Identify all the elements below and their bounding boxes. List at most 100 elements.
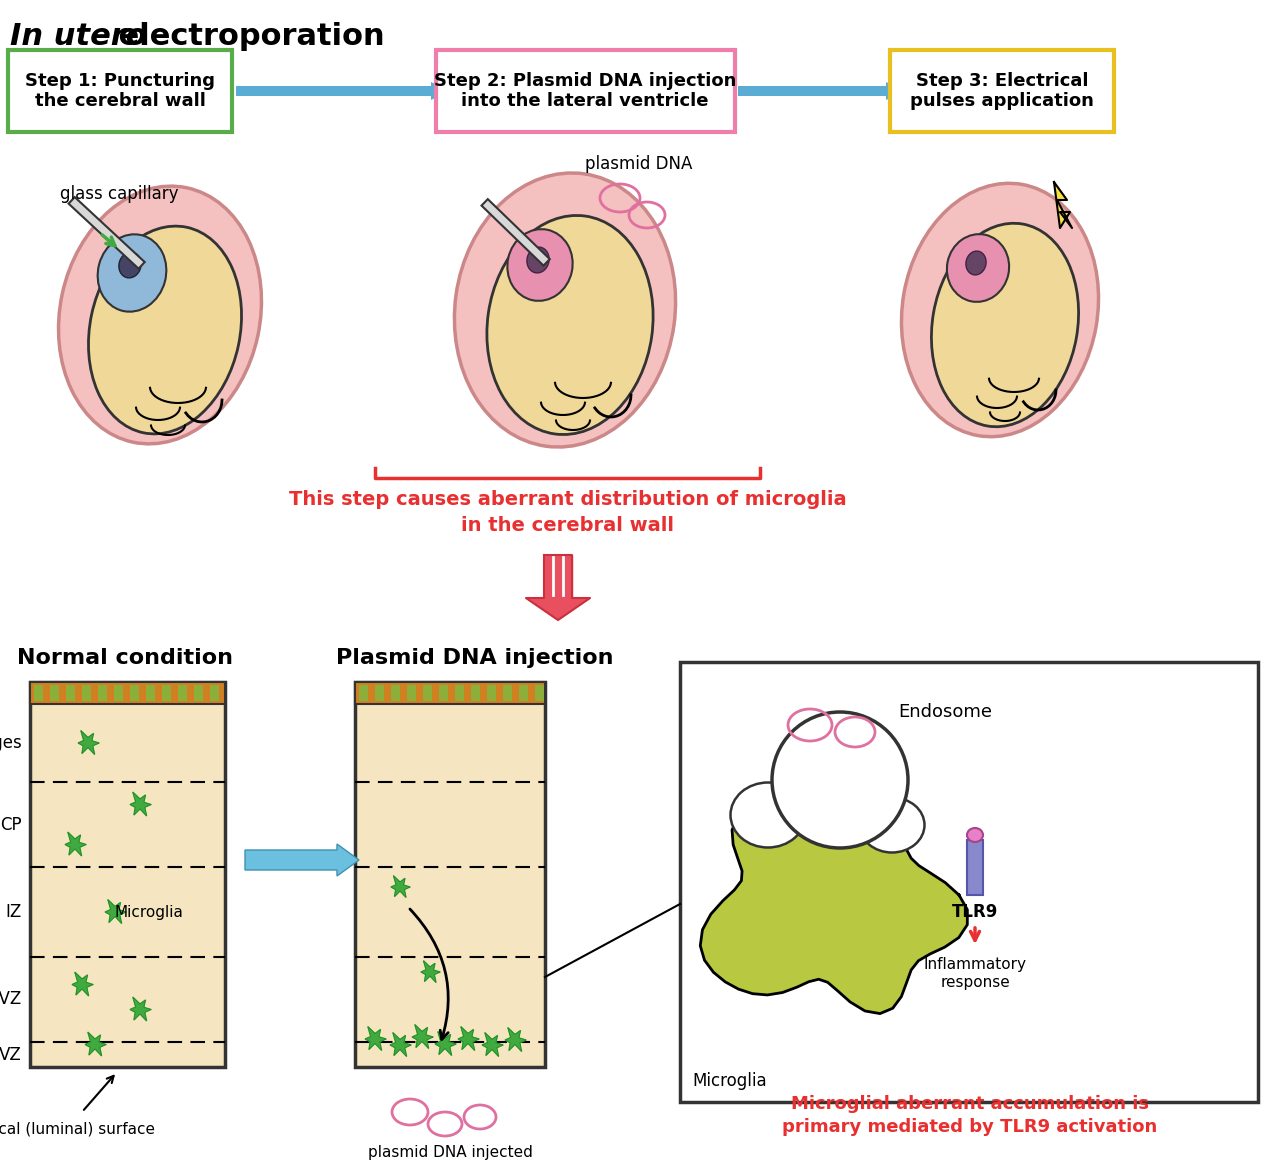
Text: VZ: VZ <box>0 1046 22 1063</box>
Text: in the cerebral wall: in the cerebral wall <box>461 515 675 535</box>
Text: Microglia: Microglia <box>692 1072 767 1090</box>
Text: SVZ: SVZ <box>0 990 22 1009</box>
Bar <box>35 685 44 701</box>
Bar <box>358 685 369 701</box>
Bar <box>67 685 76 701</box>
Bar <box>29 682 225 704</box>
Text: electroporation: electroporation <box>108 22 384 51</box>
FancyArrow shape <box>739 82 904 100</box>
Ellipse shape <box>486 216 653 434</box>
Bar <box>454 685 465 701</box>
Circle shape <box>772 712 908 848</box>
Bar <box>210 685 219 701</box>
Ellipse shape <box>731 783 805 848</box>
Ellipse shape <box>59 186 261 444</box>
Text: plasmid DNA: plasmid DNA <box>585 156 692 173</box>
Text: Endosome: Endosome <box>899 704 992 721</box>
Bar <box>355 682 545 1067</box>
Polygon shape <box>131 997 151 1021</box>
Ellipse shape <box>966 251 986 275</box>
Text: Step 3: Electrical
pulses application: Step 3: Electrical pulses application <box>910 72 1094 110</box>
Bar <box>99 685 108 701</box>
Ellipse shape <box>859 798 924 852</box>
Polygon shape <box>1053 182 1073 228</box>
Bar <box>966 841 983 895</box>
Text: primary mediated by TLR9 activation: primary mediated by TLR9 activation <box>782 1118 1157 1135</box>
Bar <box>355 682 545 704</box>
Polygon shape <box>72 972 93 996</box>
Ellipse shape <box>454 173 676 447</box>
Bar <box>131 685 140 701</box>
Polygon shape <box>65 832 86 856</box>
Bar <box>114 685 123 701</box>
Ellipse shape <box>947 235 1009 302</box>
Polygon shape <box>105 900 125 923</box>
Polygon shape <box>421 961 440 982</box>
Bar <box>69 197 145 268</box>
Polygon shape <box>526 598 590 620</box>
Polygon shape <box>365 1026 387 1051</box>
Bar <box>407 685 416 701</box>
FancyBboxPatch shape <box>890 50 1114 132</box>
Ellipse shape <box>97 235 166 311</box>
Bar <box>481 200 550 266</box>
Text: CP: CP <box>0 815 22 834</box>
Polygon shape <box>131 792 151 816</box>
Polygon shape <box>390 1032 411 1057</box>
Polygon shape <box>458 1026 479 1051</box>
Bar <box>486 685 497 701</box>
Ellipse shape <box>507 229 572 301</box>
Bar <box>535 685 544 701</box>
Polygon shape <box>544 555 572 598</box>
Bar <box>50 685 59 701</box>
Text: Microglia: Microglia <box>115 904 184 920</box>
Polygon shape <box>435 1032 456 1055</box>
Text: plasmid DNA injected: plasmid DNA injected <box>367 1145 532 1160</box>
FancyBboxPatch shape <box>436 50 735 132</box>
Bar <box>29 682 225 1067</box>
Bar <box>680 662 1258 1102</box>
Text: Plasmid DNA injection: Plasmid DNA injection <box>337 648 613 668</box>
Polygon shape <box>84 1032 106 1057</box>
Ellipse shape <box>932 223 1079 427</box>
Text: This step causes aberrant distribution of microglia: This step causes aberrant distribution o… <box>289 490 846 509</box>
Ellipse shape <box>88 226 242 434</box>
FancyArrow shape <box>244 844 358 877</box>
Ellipse shape <box>901 183 1098 437</box>
Bar <box>471 685 480 701</box>
Bar <box>163 685 172 701</box>
Bar <box>146 685 155 701</box>
Polygon shape <box>483 1032 503 1057</box>
Polygon shape <box>506 1027 526 1052</box>
Bar <box>375 685 384 701</box>
Text: Step 2: Plasmid DNA injection
into the lateral ventricle: Step 2: Plasmid DNA injection into the l… <box>434 72 736 110</box>
Bar <box>439 685 448 701</box>
Text: IZ: IZ <box>5 903 22 921</box>
Bar <box>82 685 91 701</box>
Ellipse shape <box>966 828 983 842</box>
Text: response: response <box>940 975 1010 990</box>
Bar <box>422 685 433 701</box>
Bar <box>390 685 399 701</box>
FancyBboxPatch shape <box>8 50 232 132</box>
Ellipse shape <box>119 252 141 277</box>
FancyArrow shape <box>236 82 449 100</box>
Bar <box>518 685 529 701</box>
Text: In utero: In utero <box>10 22 147 51</box>
Text: glass capillary: glass capillary <box>60 185 178 203</box>
Text: TLR9: TLR9 <box>952 903 998 921</box>
Text: Step 1: Puncturing
the cerebral wall: Step 1: Puncturing the cerebral wall <box>26 72 215 110</box>
Polygon shape <box>412 1025 433 1048</box>
Ellipse shape <box>527 247 549 273</box>
Text: Normal condition: Normal condition <box>17 648 233 668</box>
Text: apical (luminal) surface: apical (luminal) surface <box>0 1122 155 1137</box>
Bar <box>178 685 187 701</box>
Polygon shape <box>700 751 968 1014</box>
Polygon shape <box>78 730 99 755</box>
Text: Meninges: Meninges <box>0 734 22 752</box>
Bar <box>503 685 512 701</box>
Bar <box>195 685 204 701</box>
Text: Inflammatory: Inflammatory <box>923 957 1027 972</box>
Polygon shape <box>390 875 410 897</box>
Text: Microglial aberrant accumulation is: Microglial aberrant accumulation is <box>791 1095 1149 1113</box>
